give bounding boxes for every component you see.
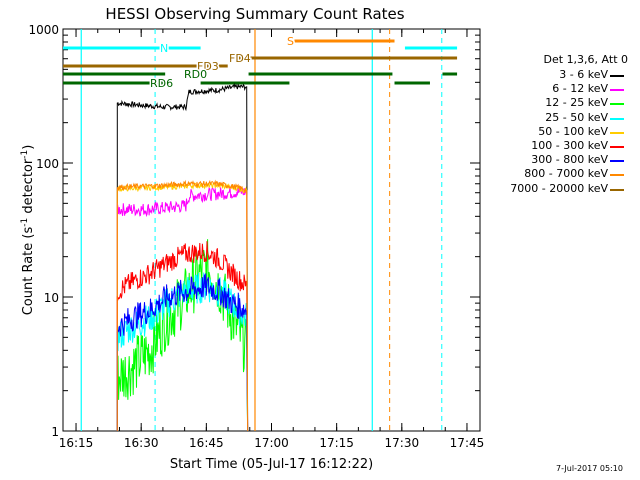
x-tick-label: 16:15 bbox=[59, 436, 94, 450]
y-axis-label: Count Rate (s-1 detector-1) bbox=[20, 145, 36, 316]
legend-entry: 12 - 25 keV bbox=[484, 96, 624, 110]
series-line-6-12keV bbox=[116, 185, 249, 432]
chart-title: HESSI Observing Summary Count Rates bbox=[105, 5, 404, 23]
x-axis-label: Start Time (05-Jul-17 16:12:22) bbox=[170, 457, 373, 472]
legend-entry: 7000 - 20000 keV bbox=[484, 182, 624, 196]
series-line-800-7000keV bbox=[116, 179, 249, 432]
x-tick-label: 17:00 bbox=[254, 436, 289, 450]
series-line-12-25keV bbox=[116, 239, 249, 432]
flag-label-rd0: RD0 bbox=[184, 68, 207, 81]
x-tick-label: 16:45 bbox=[189, 436, 224, 450]
series-line-100-300keV bbox=[116, 241, 249, 432]
legend-swatch bbox=[610, 75, 624, 77]
series-line-3-6keV bbox=[116, 82, 249, 432]
y-tick-label: 1 bbox=[51, 425, 59, 439]
y-tick-label: 100 bbox=[36, 157, 59, 171]
legend-label: 7000 - 20000 keV bbox=[510, 181, 608, 195]
legend-label: 100 - 300 keV bbox=[531, 139, 608, 152]
x-tick-label: 17:30 bbox=[385, 436, 420, 450]
legend-label: 25 - 50 keV bbox=[545, 110, 608, 124]
series-line-50-100keV bbox=[116, 181, 249, 432]
flag-label-fd4: FD4 bbox=[229, 52, 251, 65]
legend-swatch bbox=[610, 160, 624, 163]
legend-entry: 25 - 50 keV bbox=[484, 111, 624, 125]
legend-label: 300 - 800 keV bbox=[531, 153, 608, 167]
legend-swatch bbox=[610, 174, 624, 177]
legend-label: 12 - 25 keV bbox=[545, 96, 608, 110]
flag-label-s: S bbox=[287, 35, 294, 48]
flag-label-n: N bbox=[160, 42, 168, 55]
x-tick-label: 17:15 bbox=[319, 436, 354, 450]
legend-swatch bbox=[610, 89, 624, 92]
legend-entry: 100 - 300 keV bbox=[484, 139, 624, 153]
legend-swatch bbox=[610, 117, 624, 120]
legend-entry: 800 - 7000 keV bbox=[484, 167, 624, 181]
flag-label-fd3: FD3 bbox=[197, 60, 219, 73]
legend-label: 6 - 12 keV bbox=[552, 82, 608, 96]
flag-label-rd6: RD6 bbox=[150, 77, 173, 90]
legend-swatch bbox=[610, 146, 624, 148]
legend-title: Det 1,3,6, Att 0 bbox=[543, 53, 628, 66]
series-line-300-800keV bbox=[116, 273, 249, 432]
legend-label: 800 - 7000 keV bbox=[524, 167, 608, 181]
x-tick-label: 16:30 bbox=[124, 436, 159, 450]
legend-entry: 50 - 100 keV bbox=[484, 125, 624, 139]
y-tick-label: 10 bbox=[44, 291, 59, 305]
y-tick-label: 1000 bbox=[28, 23, 59, 37]
legend-swatch bbox=[610, 131, 624, 134]
legend-entry: 3 - 6 keV bbox=[484, 68, 624, 82]
x-tick-label: 17:45 bbox=[450, 436, 485, 450]
legend-entry: 300 - 800 keV bbox=[484, 153, 624, 167]
footer-timestamp: 7-Jul-2017 05:10 bbox=[556, 464, 623, 473]
legend-label: 3 - 6 keV bbox=[559, 68, 608, 81]
legend-label: 50 - 100 keV bbox=[538, 124, 608, 138]
legend-entry: 6 - 12 keV bbox=[484, 82, 624, 96]
legend-swatch bbox=[610, 188, 624, 191]
legend-swatch bbox=[610, 103, 624, 106]
